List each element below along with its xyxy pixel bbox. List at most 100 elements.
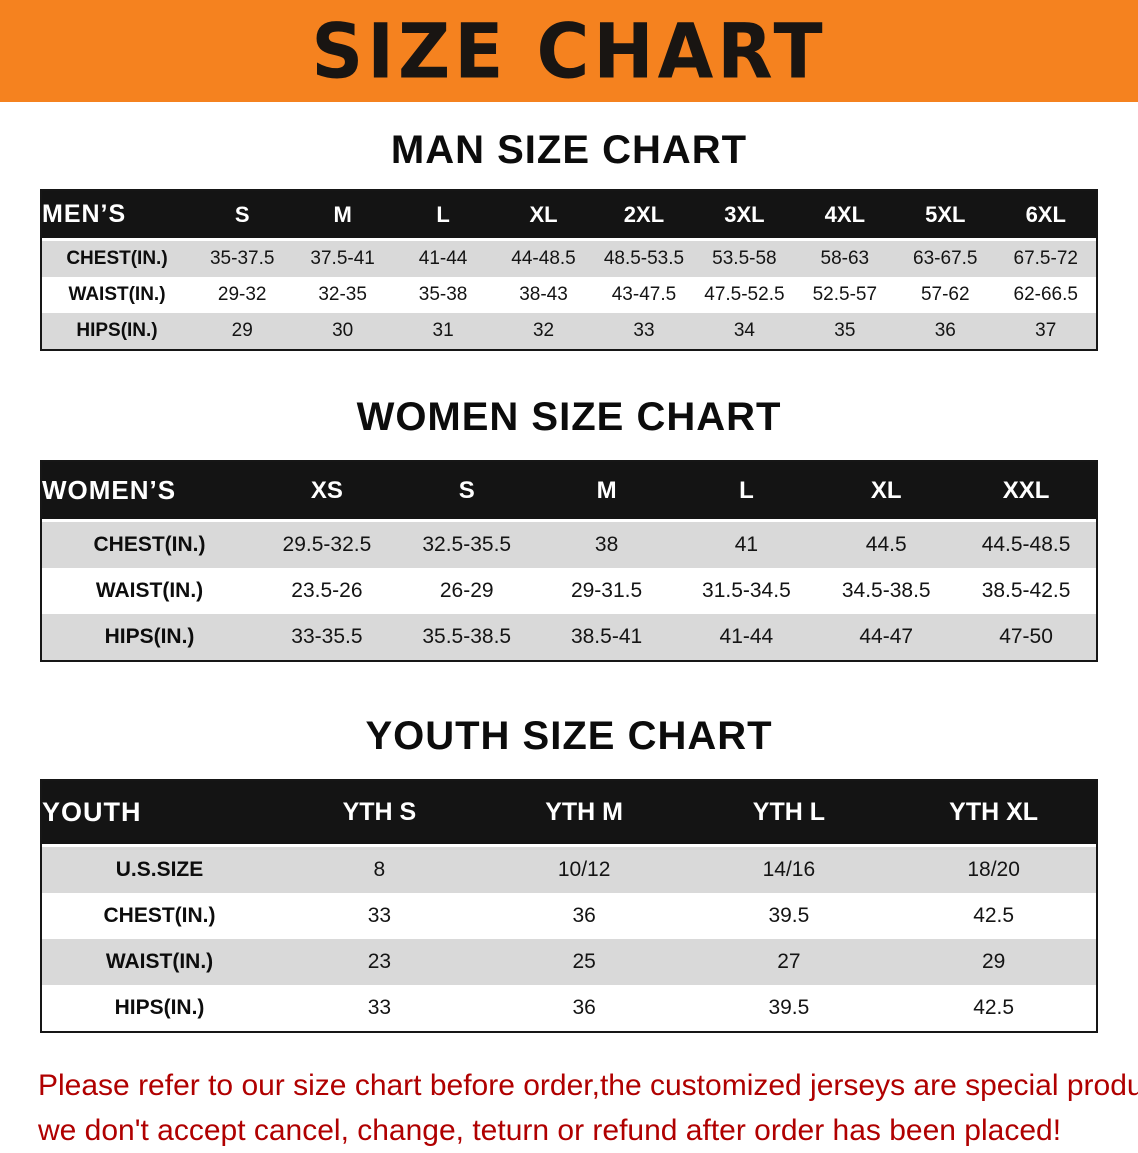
size-column-header: XXL — [956, 462, 1096, 522]
size-value-cell: 31 — [432, 320, 454, 341]
size-value-cell: 38.5-41 — [570, 625, 643, 648]
size-value-cell: 32-35 — [318, 284, 367, 305]
size-value-cell: 33-35.5 — [291, 625, 363, 648]
size-value-cell: 8 — [373, 858, 386, 881]
size-column-header: XL — [816, 462, 957, 522]
size-value-cell: 35-38 — [418, 284, 468, 305]
size-value-cell: 29 — [231, 320, 253, 341]
size-table: WOMEN’S XS S M L XL XXL CHEST(IN.) 29.5-32.5 32.5… — [42, 462, 1096, 660]
size-value-cell: 57-62 — [920, 284, 970, 305]
size-value-cell: 29-31.5 — [570, 579, 643, 602]
disclaimer-line-2: we don't accept cancel, change, teturn o… — [38, 1114, 1062, 1147]
header-row: YOUTH YTH S YTH M YTH L YTH XL — [42, 781, 1096, 847]
size-value-cell: 44-47 — [859, 625, 914, 648]
size-value-cell: 38.5-42.5 — [981, 579, 1071, 602]
size-value-cell: 33 — [367, 904, 392, 927]
size-value-cell: 39.5 — [768, 904, 810, 927]
size-value-cell: 23 — [367, 950, 392, 973]
size-value-cell: 32 — [532, 320, 555, 341]
size-value-cell: 10/12 — [557, 858, 611, 881]
header-row: WOMEN’S XS S M L XL XXL — [42, 462, 1096, 522]
size-column-header: S — [396, 462, 537, 522]
size-value-cell: 29-32 — [217, 284, 267, 305]
table-row: U.S.SIZE 8 10/12 14/16 18/20 — [42, 845, 1096, 893]
men-size-chart-heading: MAN SIZE CHART — [390, 128, 748, 172]
size-column-header: XS — [257, 462, 397, 522]
size-value-cell: 53.5-58 — [712, 248, 777, 269]
size-value-cell: 38-43 — [519, 284, 568, 305]
size-value-cell: 26-29 — [439, 579, 494, 602]
size-value-cell: 39.5 — [768, 996, 810, 1019]
size-value-cell: 31.5-34.5 — [702, 579, 791, 602]
size-value-cell: 36 — [934, 320, 956, 341]
table-row: HIPS(IN.) 33-35.5 35.5-38.5 38.5-41 41-44 44-… — [42, 614, 1096, 660]
size-value-cell: 41-44 — [719, 625, 774, 648]
banner-title: SIZE CHART — [311, 6, 827, 96]
size-value-cell: 23.5-26 — [291, 579, 363, 602]
size-value-cell: 34 — [733, 320, 755, 341]
size-value-cell: 41-44 — [418, 248, 468, 269]
row-label: U.S.SIZE — [115, 858, 204, 881]
size-value-cell: 29 — [981, 950, 1006, 973]
size-value-cell: 42.5 — [973, 904, 1015, 927]
table-row: HIPS(IN.) 29 30 31 32 33 34 35 36 37 — [42, 313, 1096, 349]
youth-size-chart-heading: YOUTH SIZE CHART — [365, 714, 773, 758]
size-column-header: XL — [493, 191, 594, 241]
table-row: WAIST(IN.) 23 25 27 29 — [42, 939, 1096, 985]
size-value-cell: 47.5-52.5 — [704, 284, 785, 305]
size-value-cell: 44-48.5 — [511, 248, 576, 269]
size-column-header: 6XL — [995, 191, 1096, 241]
size-column-header: YTH L — [686, 781, 892, 847]
size-value-cell: 37.5-41 — [310, 248, 375, 269]
banner: SIZE CHART — [0, 0, 1138, 102]
size-value-cell: 38 — [594, 533, 619, 556]
size-value-cell: 44.5 — [865, 533, 907, 556]
row-label: WAIST(IN.) — [105, 950, 214, 973]
size-table: YOUTH YTH S YTH M YTH L YTH XL U.S.SIZE 8 10/12… — [42, 781, 1096, 1031]
size-value-cell: 32.5-35.5 — [422, 533, 512, 556]
table-corner-label: YOUTH — [42, 781, 277, 847]
size-value-cell: 58-63 — [820, 248, 870, 269]
size-value-cell: 44.5-48.5 — [981, 533, 1071, 556]
size-value-cell: 43-47.5 — [611, 284, 677, 305]
size-column-header: L — [392, 191, 494, 241]
women-size-table: WOMEN’S XS S M L XL XXL CHEST(IN.) 29.5-32.5 32.5… — [40, 460, 1098, 662]
size-value-cell: 27 — [777, 950, 801, 973]
women-size-chart-heading: WOMEN SIZE CHART — [356, 395, 782, 439]
size-table: MEN’S S M L XL 2XL 3XL 4XL 5XL 6XL CHEST(IN.) 35-37… — [42, 191, 1096, 349]
size-column-header: M — [536, 462, 677, 522]
size-value-cell: 34.5-38.5 — [841, 579, 931, 602]
row-label: WAIST(IN.) — [95, 579, 204, 602]
size-value-cell: 35.5-38.5 — [422, 625, 512, 648]
size-column-header: YTH XL — [891, 781, 1096, 847]
table-row: CHEST(IN.) 33 36 39.5 42.5 — [42, 893, 1096, 939]
size-value-cell: 67.5-72 — [1013, 248, 1078, 269]
size-value-cell: 52.5-57 — [812, 284, 878, 305]
table-row: WAIST(IN.) 29-32 32-35 35-38 38-43 43-47.5 47.… — [42, 277, 1096, 313]
size-value-cell: 41 — [734, 533, 759, 556]
size-value-cell: 30 — [332, 320, 354, 341]
size-value-cell: 33 — [633, 320, 655, 341]
size-value-cell: 29.5-32.5 — [282, 533, 372, 556]
size-value-cell: 48.5-53.5 — [603, 248, 685, 269]
row-label: HIPS(IN.) — [104, 625, 195, 648]
size-column-header: L — [676, 462, 817, 522]
table-row: HIPS(IN.) 33 36 39.5 42.5 — [42, 985, 1096, 1031]
row-label: CHEST(IN.) — [66, 248, 168, 269]
row-label: CHEST(IN.) — [93, 533, 206, 556]
size-value-cell: 47-50 — [999, 625, 1053, 648]
size-value-cell: 36 — [572, 904, 596, 927]
header-row: MEN’S S M L XL 2XL 3XL 4XL 5XL 6XL — [42, 191, 1096, 241]
row-label: CHEST(IN.) — [103, 904, 216, 927]
size-column-header: 4XL — [794, 191, 896, 241]
size-value-cell: 42.5 — [973, 996, 1015, 1019]
size-value-cell: 33 — [367, 996, 392, 1019]
table-row: CHEST(IN.) 29.5-32.5 32.5-35.5 38 41 44.5 44.5… — [42, 520, 1096, 568]
row-label: HIPS(IN.) — [114, 996, 205, 1019]
size-value-cell: 25 — [572, 950, 596, 973]
youth-size-table: YOUTH YTH S YTH M YTH L YTH XL U.S.SIZE 8 10/12… — [40, 779, 1098, 1033]
table-corner-label: WOMEN’S — [42, 462, 257, 522]
size-value-cell: 62-66.5 — [1013, 284, 1078, 305]
size-column-header: 3XL — [694, 191, 795, 241]
size-value-cell: 18/20 — [967, 858, 1020, 881]
